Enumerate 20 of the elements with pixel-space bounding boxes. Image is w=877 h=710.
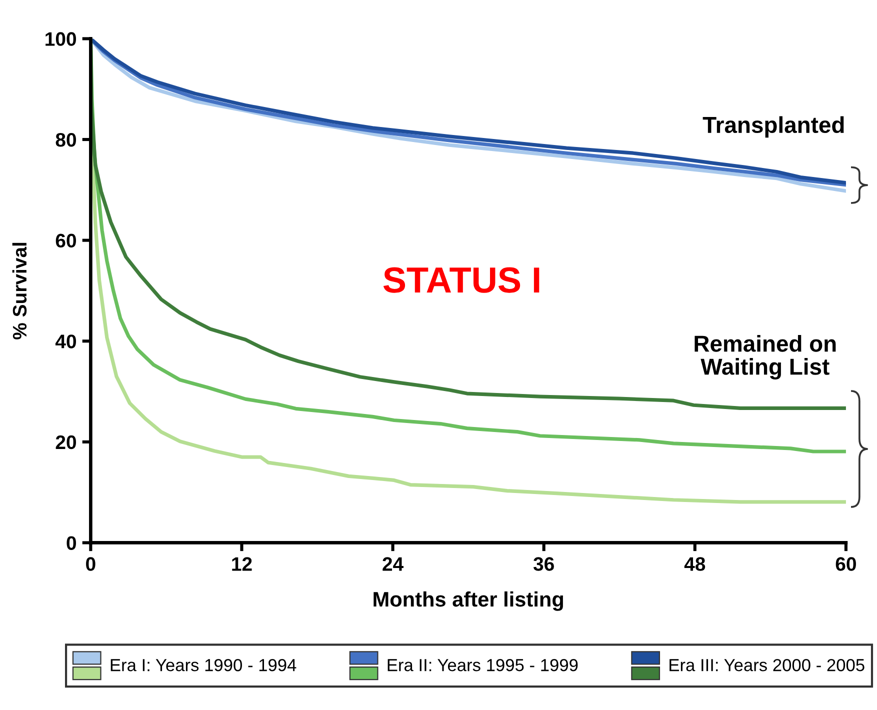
x-tick-label: 60 bbox=[836, 557, 856, 571]
y-tick-label: 0 bbox=[66, 536, 76, 550]
x-tick-label: 36 bbox=[533, 557, 554, 571]
annotation: Remained on Waiting List bbox=[694, 335, 836, 380]
y-tick-label: 60 bbox=[56, 234, 76, 248]
legend-label: Era III: Years 2000 - 2005 bbox=[670, 658, 864, 672]
x-tick-label: 24 bbox=[382, 557, 404, 571]
annotation: Transplanted bbox=[702, 116, 844, 138]
x-axis-title: Months after listing bbox=[374, 591, 563, 611]
y-tick-label: 20 bbox=[56, 435, 76, 450]
legend-label: Era II: Years 1995 - 1999 bbox=[388, 658, 578, 672]
y-tick-label: 40 bbox=[55, 334, 76, 348]
y-tick-label: 80 bbox=[56, 132, 76, 147]
y-tick-label: 100 bbox=[46, 32, 76, 46]
x-tick-label: 0 bbox=[86, 557, 96, 571]
x-tick-label: 12 bbox=[232, 557, 252, 571]
x-tick-label: 48 bbox=[684, 557, 706, 571]
legend-label: Era I: Years 1990 - 1994 bbox=[110, 658, 296, 672]
text: STATUS I bbox=[383, 267, 540, 293]
y-axis-title: % Survival bbox=[12, 242, 27, 340]
